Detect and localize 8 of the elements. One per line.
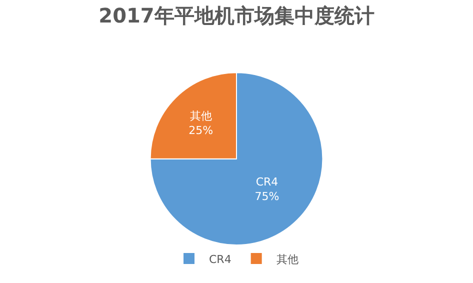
pie-slice [150, 72, 324, 246]
legend-label: CR4 [209, 252, 232, 266]
legend-label: 其他 [276, 252, 298, 266]
slice-label: 其他 [190, 109, 212, 122]
slice-label: CR4 [256, 176, 278, 189]
data-label: 25% [188, 124, 214, 137]
chart-title: 2017年平地机市场集中度统计 [98, 3, 374, 28]
data-label: 75% [254, 190, 280, 203]
